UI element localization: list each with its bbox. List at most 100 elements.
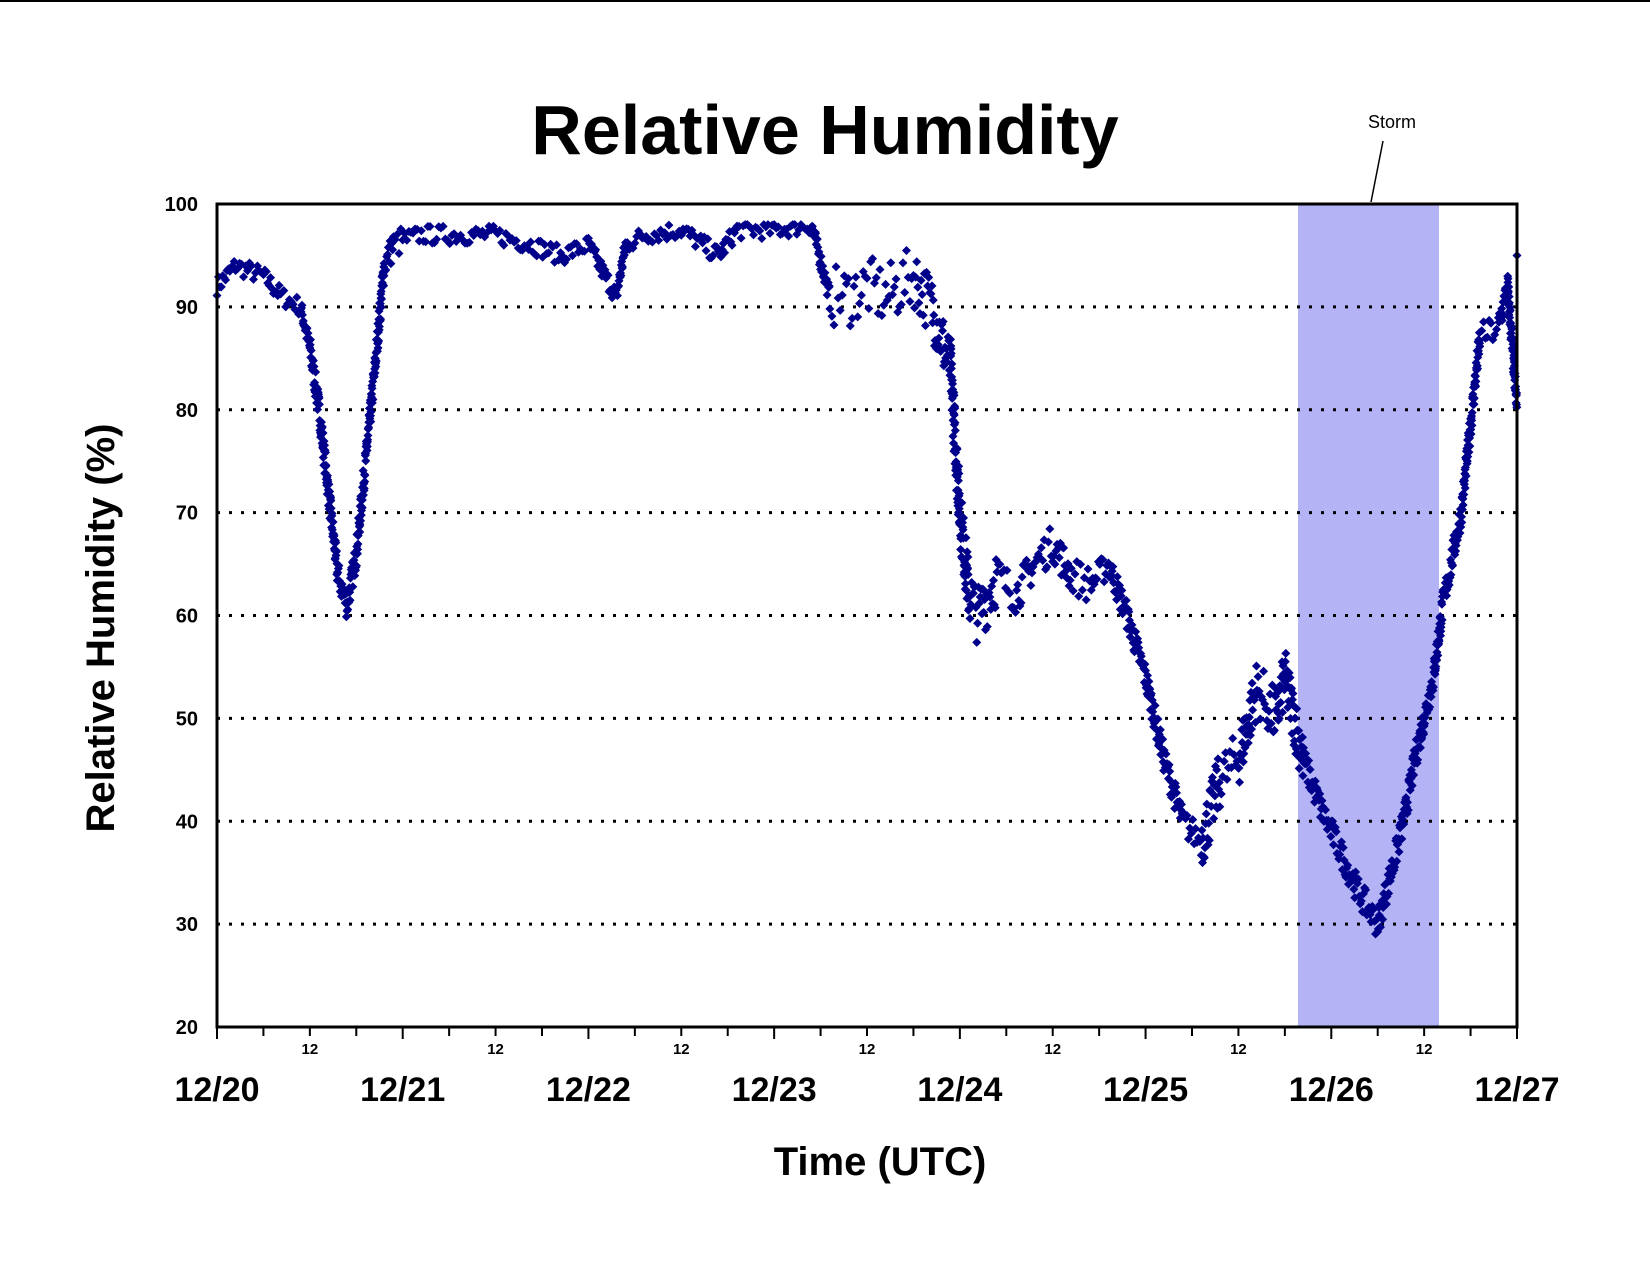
data-point: [303, 328, 313, 338]
data-point: [1013, 580, 1023, 590]
data-point: [1397, 834, 1407, 844]
data-point: [1444, 580, 1454, 590]
data-point: [350, 571, 360, 581]
data-point: [1026, 581, 1036, 591]
data-point: [328, 517, 338, 527]
data-point: [950, 418, 960, 428]
data-point: [266, 273, 276, 283]
data-point: [1477, 326, 1487, 336]
data-point: [376, 314, 386, 324]
data-point: [654, 235, 664, 245]
data-point: [538, 252, 548, 262]
data-point: [1042, 562, 1052, 572]
data-point: [392, 229, 402, 239]
data-point: [1076, 559, 1086, 569]
data-point: [314, 399, 324, 409]
data-point: [368, 394, 378, 404]
data-point: [308, 356, 318, 366]
data-point: [736, 233, 746, 243]
data-point: [353, 539, 363, 549]
data-point: [928, 295, 938, 305]
data-point: [356, 516, 366, 526]
data-point: [1431, 662, 1441, 672]
data-point: [953, 476, 963, 486]
data-point: [1133, 637, 1143, 647]
data-point: [1083, 564, 1093, 574]
data-point: [532, 251, 542, 261]
data-point: [914, 298, 924, 308]
data-point: [1399, 819, 1409, 829]
data-point: [755, 226, 765, 236]
data-point: [1375, 922, 1385, 932]
data-point: [1403, 797, 1413, 807]
data-point: [1021, 555, 1031, 565]
data-point: [982, 622, 992, 632]
data-point: [279, 286, 289, 296]
data-point: [960, 579, 970, 589]
data-point: [948, 379, 958, 389]
x-day-label: 12/21: [360, 1071, 445, 1109]
data-point: [889, 282, 899, 292]
data-point: [1288, 688, 1298, 698]
data-point: [1437, 615, 1447, 625]
gridlines: [217, 305, 1517, 926]
data-point: [381, 265, 391, 275]
data-point: [1507, 324, 1517, 334]
data-point: [292, 292, 302, 302]
data-point: [1245, 730, 1255, 740]
data-point: [1077, 585, 1087, 595]
data-point: [1317, 796, 1327, 806]
data-point: [690, 242, 700, 252]
data-point: [630, 238, 640, 248]
data-point: [327, 509, 337, 519]
data-point: [334, 561, 344, 571]
data-point: [990, 603, 1000, 613]
data-point: [317, 422, 327, 432]
data-point: [954, 461, 964, 471]
data-point: [961, 533, 971, 543]
data-point: [1124, 607, 1134, 617]
data-point: [425, 221, 435, 231]
data-point: [246, 261, 256, 271]
y-tick-label: 70: [176, 503, 198, 525]
data-point: [973, 618, 983, 628]
data-point: [812, 234, 822, 244]
data-point: [916, 275, 926, 285]
data-point: [905, 297, 915, 307]
data-point: [568, 251, 578, 261]
data-point: [845, 321, 855, 331]
data-point: [881, 279, 891, 289]
data-point: [853, 312, 863, 322]
data-point: [1219, 756, 1229, 766]
data-point: [1092, 574, 1102, 584]
data-point: [727, 240, 737, 250]
data-point: [1505, 305, 1515, 315]
data-point: [1201, 809, 1211, 819]
data-point: [1150, 700, 1160, 710]
data-point: [362, 442, 372, 452]
data-point: [855, 299, 865, 309]
data-point: [868, 254, 878, 264]
data-point: [1471, 381, 1481, 391]
data-point: [1222, 774, 1232, 784]
data-point: [1117, 585, 1127, 595]
data-point: [370, 368, 380, 378]
x-day-label: 12/20: [174, 1071, 259, 1109]
data-point: [297, 300, 307, 310]
data-point: [1285, 673, 1295, 683]
data-point: [864, 304, 874, 314]
x-minor-tick-label: 12: [1230, 1041, 1247, 1058]
data-point: [1038, 555, 1048, 565]
data-point: [1469, 399, 1479, 409]
data-point: [355, 527, 365, 537]
x-minor-tick-label: 12: [1416, 1041, 1433, 1058]
data-point: [616, 271, 626, 281]
data-point: [1274, 713, 1284, 723]
data-point: [963, 563, 973, 573]
data-point: [918, 310, 928, 320]
data-point: [1394, 847, 1404, 857]
data-point: [1351, 867, 1361, 877]
data-point: [827, 311, 837, 321]
data-point: [1326, 831, 1336, 841]
data-point: [1216, 789, 1226, 799]
